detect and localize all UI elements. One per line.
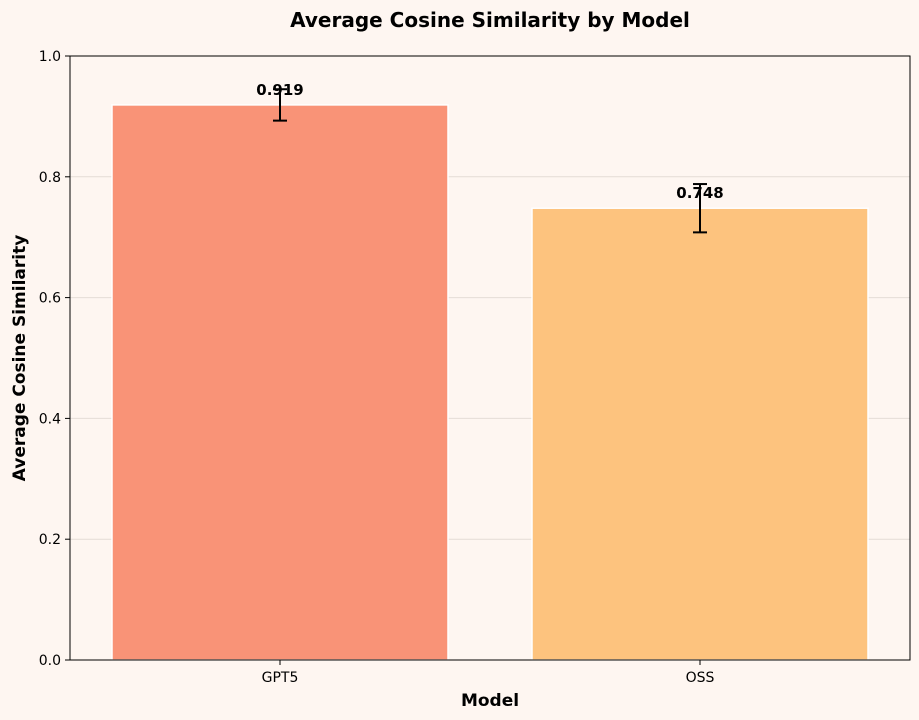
error-bars	[273, 88, 707, 234]
value-label-gpt5: 0.919	[256, 81, 303, 99]
bar-gpt5	[111, 104, 449, 661]
y-tick-label: 1.0	[39, 49, 61, 65]
x-axis-ticks: GPT5 OSS	[262, 660, 715, 686]
y-tick-label: 0.2	[39, 532, 61, 548]
value-labels: 0.919 0.748	[256, 81, 723, 202]
x-tick-label-oss: OSS	[686, 670, 715, 686]
chart-title: Average Cosine Similarity by Model	[290, 8, 690, 32]
y-axis-ticks: 0.0 0.2 0.4 0.6 0.8 1.0	[39, 49, 70, 669]
y-tick-label: 0.0	[39, 653, 61, 669]
x-tick-label-gpt5: GPT5	[262, 670, 299, 686]
bars	[111, 104, 869, 661]
plot-frame	[69, 55, 911, 661]
y-tick-label: 0.4	[39, 411, 61, 427]
y-tick-label: 0.8	[39, 170, 61, 186]
y-axis-label: Average Cosine Similarity	[10, 235, 30, 482]
value-label-oss: 0.748	[676, 184, 723, 202]
x-axis-label: Model	[461, 691, 519, 711]
y-tick-label: 0.6	[39, 291, 61, 307]
bar-oss	[531, 207, 869, 661]
